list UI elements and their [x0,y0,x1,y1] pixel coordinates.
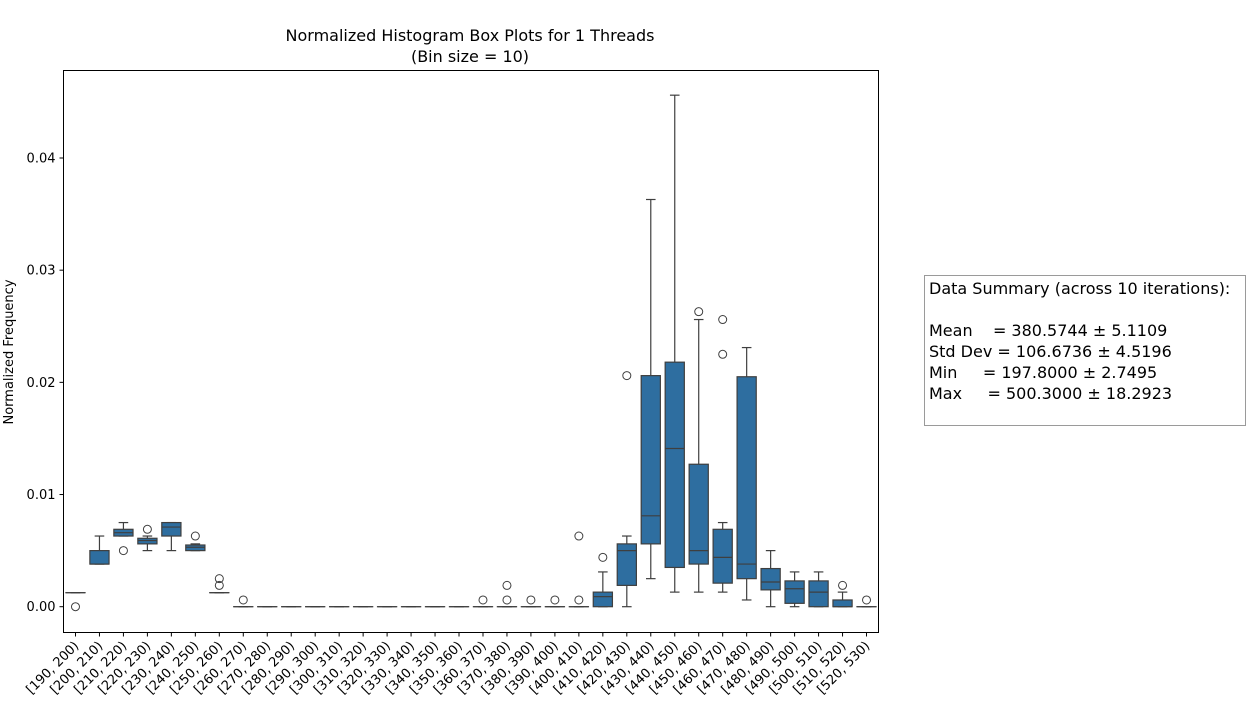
outlier-point [238,595,248,605]
outlier-point [142,524,152,534]
iqr-box [712,528,733,584]
iqr-box [592,591,614,608]
summary-title: Data Summary (across 10 iterations): [929,279,1231,298]
y-tick-label: 0.00 [27,600,56,615]
summary-max: Max = 500.3000 ± 18.2923 [929,384,1173,403]
iqr-box [161,521,182,537]
chart-title: Normalized Histogram Box Plots for 1 Thr… [286,26,655,45]
iqr-box [688,463,709,565]
y-tick-label: 0.04 [27,151,56,166]
data-summary-box: Data Summary (across 10 iterations): Mea… [924,275,1246,426]
iqr-box [760,567,781,591]
chart-subtitle: (Bin size = 10) [411,47,529,66]
summary-mean: Mean = 380.5744 ± 5.1109 [929,321,1168,340]
outlier-point [574,531,584,541]
outlier-point [118,546,128,556]
outlier-point [862,595,872,605]
outlier-point [502,580,512,590]
iqr-box [736,376,757,580]
summary-min: Min = 197.8000 ± 2.7495 [929,363,1158,382]
outlier-point [502,595,512,605]
outlier-point [838,580,848,590]
outlier-point [214,574,224,584]
outlier-point [718,315,728,325]
iqr-box [808,580,829,608]
iqr-box [832,599,853,608]
summary-spacer [929,299,1241,320]
plot-frame [63,70,879,633]
outlier-point [70,602,80,612]
y-tick-label: 0.02 [27,376,56,391]
outlier-point [526,595,536,605]
summary-std-dev: Std Dev = 106.6736 ± 4.5196 [929,342,1172,361]
outlier-point [598,552,608,562]
iqr-box [640,375,661,545]
iqr-box [664,361,685,569]
iqr-box [616,543,637,586]
outlier-point [550,595,560,605]
outlier-point [574,595,584,605]
iqr-box [784,580,805,604]
outlier-point [622,371,632,381]
outlier-point [214,580,224,590]
outlier-point [718,349,728,359]
outlier-point [694,307,704,317]
y-axis-label: Normalized Frequency [2,279,17,424]
plot-area: 0.000.010.020.030.04[190, 200)[200, 210)… [24,94,877,697]
iqr-box [89,550,110,565]
outlier-point [190,531,200,541]
y-tick-label: 0.01 [27,488,56,503]
y-tick-label: 0.03 [27,264,56,279]
outlier-point [478,595,488,605]
